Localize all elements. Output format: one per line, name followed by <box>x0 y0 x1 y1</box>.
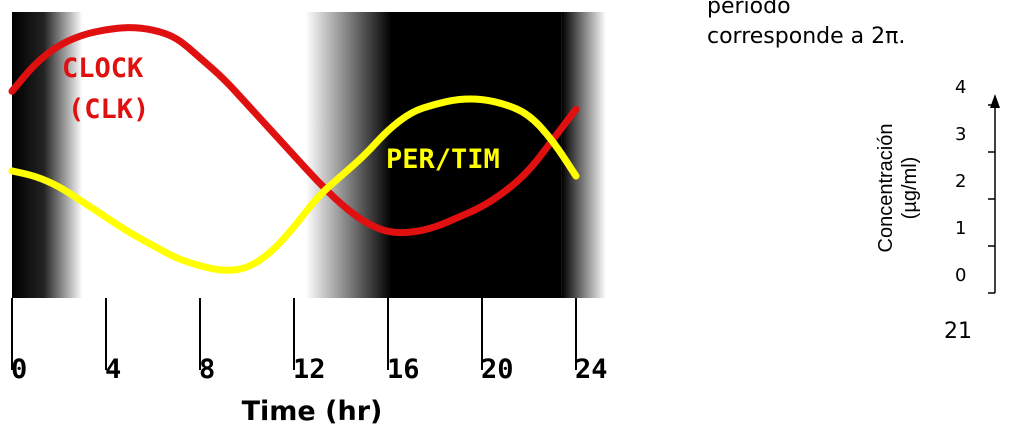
x-tick-label-8: 8 <box>199 354 215 385</box>
y-axis-arrow <box>990 94 1000 108</box>
series-line-1 <box>8 95 580 274</box>
y-tick-label-2: 2 <box>955 171 966 192</box>
x-axis-label: Time (hr) <box>242 396 383 427</box>
dark-period-morning <box>12 12 83 298</box>
caption-line-2: corresponde a 2π. <box>707 24 906 49</box>
clock-label-line-2: (CLK) <box>68 94 149 125</box>
dawn-transition <box>561 12 606 298</box>
series-labels: CLOCK (CLK) PER/TIM <box>62 53 500 175</box>
light-dark-background <box>12 12 606 298</box>
dusk-transition <box>305 12 392 298</box>
caption-line-1: período <box>707 0 791 19</box>
y-axis-label-line-2: (µg/ml) <box>899 157 921 220</box>
y-tick-label-1: 1 <box>955 218 966 239</box>
clock-label-line-1: CLOCK <box>62 53 144 84</box>
x-tick-label-12: 12 <box>293 354 326 385</box>
y-tick-label-3: 3 <box>955 124 966 145</box>
y-tick-label-4: 4 <box>955 80 966 98</box>
y-tick-label-0: 0 <box>955 265 966 286</box>
x-tick-label-4: 4 <box>105 354 121 385</box>
series-lines <box>8 24 580 274</box>
x-tick-label-24: 24 <box>575 354 608 385</box>
circadian-chart: CLOCK (CLK) PER/TIM 0 4 8 12 16 20 24 Time (hr) <box>8 12 608 427</box>
x-tick-label-0: 0 <box>11 354 27 385</box>
side-caption: período corresponde a 2π. <box>707 0 905 52</box>
dark-period-night <box>391 12 562 298</box>
concentration-axis-chart: Concentración (µg/ml) 0 1 2 3 4 21 <box>875 80 1000 344</box>
y-axis: 0 1 2 3 4 <box>955 80 1000 294</box>
x-tick-labels: 0 4 8 12 16 20 24 <box>11 354 608 385</box>
x-tick-label-16: 16 <box>387 354 420 385</box>
x-partial-label: 21 <box>944 319 972 344</box>
y-axis-label-line-1: Concentración <box>875 124 897 253</box>
series-line-0 <box>8 24 580 237</box>
x-tick-label-20: 20 <box>481 354 514 385</box>
per-tim-label: PER/TIM <box>386 144 500 175</box>
x-axis-ticks <box>11 298 577 370</box>
